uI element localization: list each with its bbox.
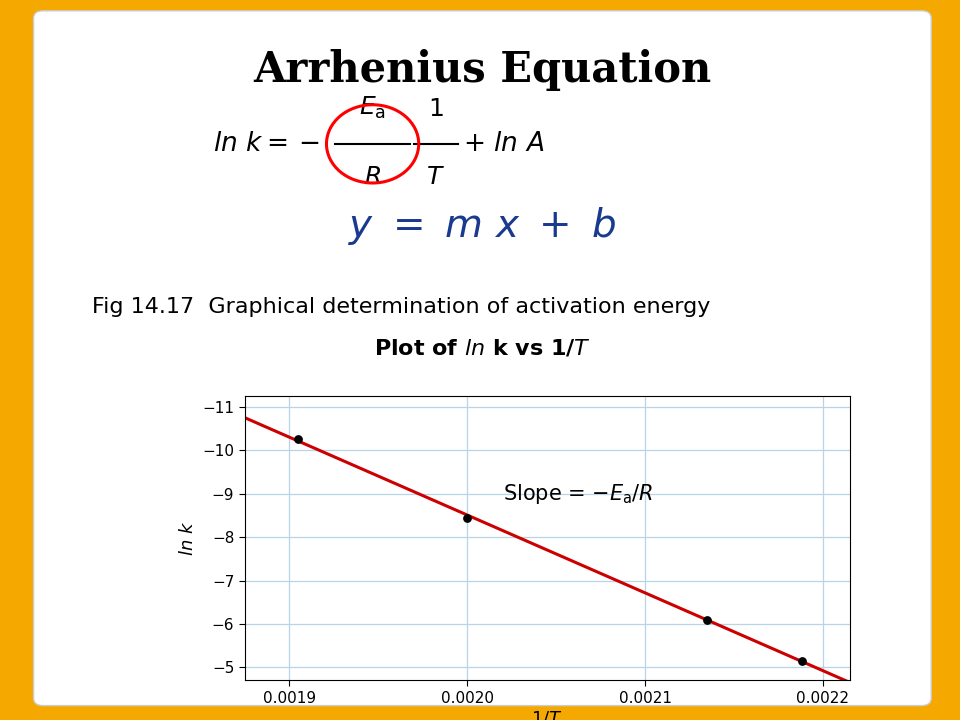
Text: $E_{\mathrm{a}}$: $E_{\mathrm{a}}$: [359, 95, 386, 122]
Text: $y\ =\ m\ x\ +\ b$: $y\ =\ m\ x\ +\ b$: [348, 204, 616, 246]
X-axis label: 1/$\mathit{T}$: 1/$\mathit{T}$: [531, 710, 564, 720]
Point: [291, 433, 306, 445]
Text: $T$: $T$: [426, 166, 445, 189]
Text: Arrhenius Equation: Arrhenius Equation: [253, 49, 711, 91]
Text: $R$: $R$: [364, 166, 381, 189]
Text: $+\ \mathit{ln}\ A$: $+\ \mathit{ln}\ A$: [463, 131, 544, 156]
Text: Slope = $-E_{\mathrm{a}}/R$: Slope = $-E_{\mathrm{a}}/R$: [503, 482, 653, 505]
Text: $1$: $1$: [428, 99, 444, 122]
Point: [794, 655, 809, 667]
Point: [460, 512, 475, 523]
Y-axis label: $\mathit{ln}\ k$: $\mathit{ln}\ k$: [179, 521, 197, 556]
Point: [700, 614, 715, 626]
Text: Fig 14.17  Graphical determination of activation energy: Fig 14.17 Graphical determination of act…: [91, 297, 709, 318]
Text: $\mathit{ln}\ k = -$: $\mathit{ln}\ k = -$: [213, 131, 320, 156]
Text: Plot of $\mathit{ln}$ k vs 1/$\mathit{T}$: Plot of $\mathit{ln}$ k vs 1/$\mathit{T}…: [373, 338, 591, 359]
